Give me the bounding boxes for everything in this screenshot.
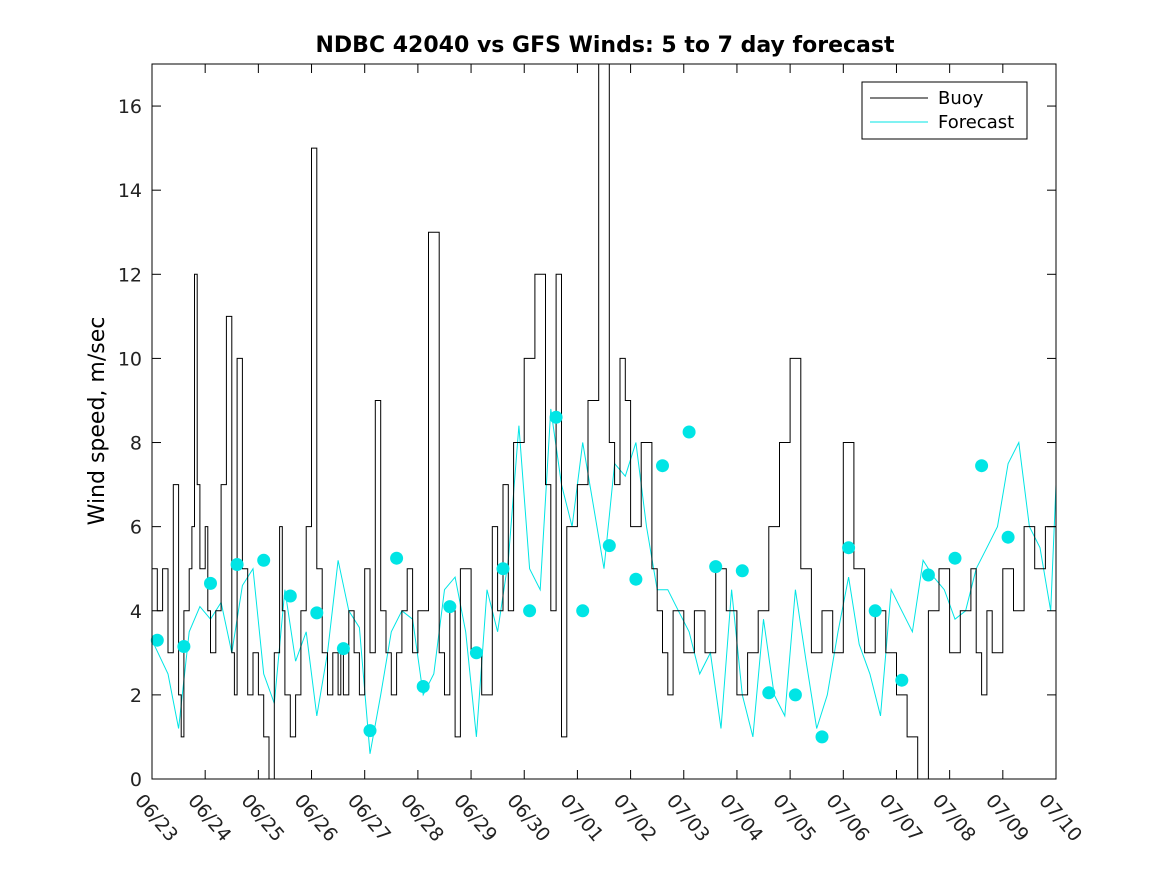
forecast-point <box>576 604 590 618</box>
x-tick-label: 06/30 <box>502 790 554 846</box>
forecast-point <box>895 673 909 687</box>
forecast-point <box>629 572 643 586</box>
forecast-point <box>496 562 510 576</box>
forecast-point <box>842 541 856 555</box>
chart-title: NDBC 42040 vs GFS Winds: 5 to 7 day fore… <box>316 33 895 58</box>
x-tick-label: 06/27 <box>343 790 395 846</box>
x-tick-label: 07/09 <box>981 790 1033 846</box>
y-tick-label: 14 <box>118 180 142 202</box>
series-layer <box>150 63 1057 780</box>
forecast-point <box>443 600 457 614</box>
forecast-point <box>416 680 430 693</box>
forecast-point <box>310 606 324 620</box>
x-tick-label: 06/26 <box>290 790 342 846</box>
x-tick-label: 06/24 <box>183 790 235 846</box>
forecast-point <box>257 553 271 567</box>
legend-forecast-label: Forecast <box>938 112 1014 133</box>
x-tick-label: 06/23 <box>130 790 182 846</box>
x-tick-label: 07/06 <box>821 790 873 846</box>
forecast-point <box>390 551 404 565</box>
forecast-point <box>602 539 616 553</box>
forecast-point <box>762 686 776 700</box>
x-tick-label: 07/02 <box>609 790 661 846</box>
forecast-point <box>735 564 749 578</box>
x-tick-label: 07/10 <box>1034 790 1086 846</box>
forecast-point <box>549 410 563 424</box>
legend-buoy-label: Buoy <box>938 88 984 109</box>
buoy-series-line <box>152 63 1057 780</box>
y-tick-label: 4 <box>130 601 142 623</box>
forecast-point <box>709 560 723 574</box>
x-tick-label: 07/08 <box>928 790 980 846</box>
legend-box <box>861 81 1028 140</box>
forecast-point <box>975 459 989 473</box>
forecast-point <box>656 459 669 473</box>
x-tick-label: 07/01 <box>556 790 608 846</box>
x-tick-label: 07/05 <box>768 790 820 846</box>
y-tick-label: 10 <box>118 348 142 370</box>
y-tick-label: 8 <box>130 433 142 455</box>
axes-box <box>151 63 1057 780</box>
forecast-point <box>788 688 802 702</box>
forecast-point <box>1001 530 1015 544</box>
y-tick-label: 12 <box>118 264 142 286</box>
x-tick-label: 06/29 <box>449 790 501 846</box>
forecast-series-line <box>151 408 1057 754</box>
forecast-point <box>283 589 297 603</box>
x-tick-label: 07/03 <box>662 790 714 846</box>
forecast-point <box>868 604 882 618</box>
forecast-point <box>469 646 483 660</box>
y-tick-label: 0 <box>130 769 142 791</box>
forecast-point <box>336 642 350 656</box>
forecast-point <box>363 724 377 738</box>
x-tick-label: 06/28 <box>396 790 448 846</box>
x-tick-label: 07/07 <box>875 790 927 846</box>
legend: Buoy Forecast <box>861 81 1028 140</box>
forecast-point <box>682 425 696 439</box>
forecast-point <box>921 568 935 582</box>
forecast-point <box>204 576 217 590</box>
forecast-point <box>150 633 164 647</box>
forecast-point <box>815 730 829 744</box>
forecast-point <box>948 551 962 565</box>
forecast-point <box>230 558 244 571</box>
y-tick-label: 2 <box>130 685 142 707</box>
forecast-point <box>177 640 191 653</box>
forecast-point <box>523 604 537 618</box>
x-tick-label: 07/04 <box>715 790 767 846</box>
y-axis-label: Wind speed, m/sec <box>85 317 110 526</box>
y-tick-label: 16 <box>118 96 142 118</box>
y-tick-label: 6 <box>130 517 142 539</box>
x-tick-label: 06/25 <box>237 790 289 846</box>
